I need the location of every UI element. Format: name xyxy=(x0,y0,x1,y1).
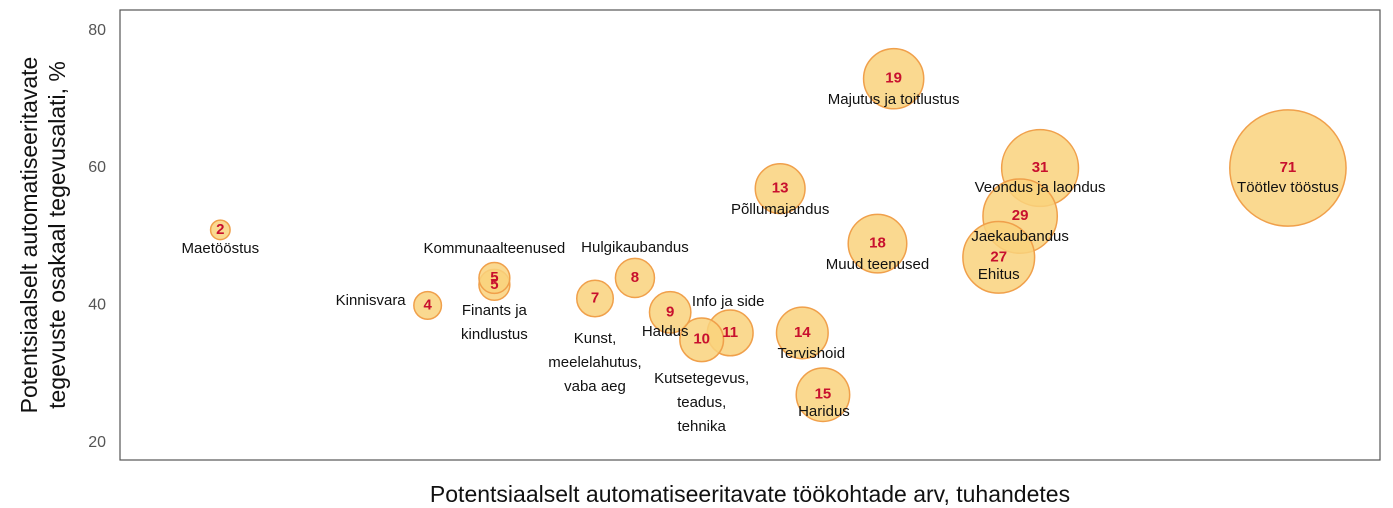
bubble-label: Kunst, meelelahutus, vaba aeg xyxy=(548,327,641,399)
y-tick-label: 20 xyxy=(88,434,106,451)
plot-frame xyxy=(120,10,1380,460)
bubble-label: Kommunaalteenused xyxy=(423,237,565,261)
bubble-label: Info ja side xyxy=(692,290,765,314)
bubble-label: Haridus xyxy=(798,400,850,424)
bubble-label: Kinnisvara xyxy=(336,289,406,313)
bubble-value: 10 xyxy=(693,331,710,348)
bubble-label: Tervishoid xyxy=(778,342,846,366)
bubble-label: Jaekaubandus xyxy=(971,225,1069,249)
bubble-value: 5 xyxy=(490,276,498,293)
bubble-label: Finants ja kindlustus xyxy=(461,299,528,347)
bubble-label: Ehitus xyxy=(978,263,1020,287)
bubble-label: Muud teenused xyxy=(826,253,929,277)
bubble-value: 2 xyxy=(216,221,224,238)
y-axis-label: Potentsiaalselt automatiseeritavate tege… xyxy=(15,5,71,465)
bubble-label: Töötlev tööstus xyxy=(1237,176,1339,200)
bubble-value: 4 xyxy=(423,296,432,313)
bubble-value: 8 xyxy=(631,269,639,286)
bubble-value: 11 xyxy=(722,324,738,341)
bubble-label: Maetööstus xyxy=(182,237,260,261)
bubble-value: 14 xyxy=(794,324,811,341)
bubble-value: 29 xyxy=(1012,207,1029,224)
bubble-label: Kutsetegevus, teadus, tehnika xyxy=(654,367,749,439)
y-tick-label: 80 xyxy=(88,22,106,39)
x-axis-label: Potentsiaalselt automatiseeritavate töök… xyxy=(54,480,1393,508)
bubble-value: 7 xyxy=(591,290,599,307)
bubble-value: 13 xyxy=(772,180,789,197)
y-tick-label: 60 xyxy=(88,159,106,176)
bubble-value: 9 xyxy=(666,303,674,320)
bubble-value: 19 xyxy=(885,70,902,87)
bubble-label: Majutus ja toitlustus xyxy=(828,88,960,112)
bubble-label: Haldus xyxy=(642,320,689,344)
bubble-label: Põllumajandus xyxy=(731,198,829,222)
bubble-label: Veondus ja laondus xyxy=(975,176,1106,200)
y-tick-label: 40 xyxy=(88,297,106,314)
bubble-value: 71 xyxy=(1280,159,1297,176)
bubble-value: 31 xyxy=(1032,159,1049,176)
bubble-label: Hulgikaubandus xyxy=(581,236,689,260)
bubble-value: 18 xyxy=(869,235,886,252)
